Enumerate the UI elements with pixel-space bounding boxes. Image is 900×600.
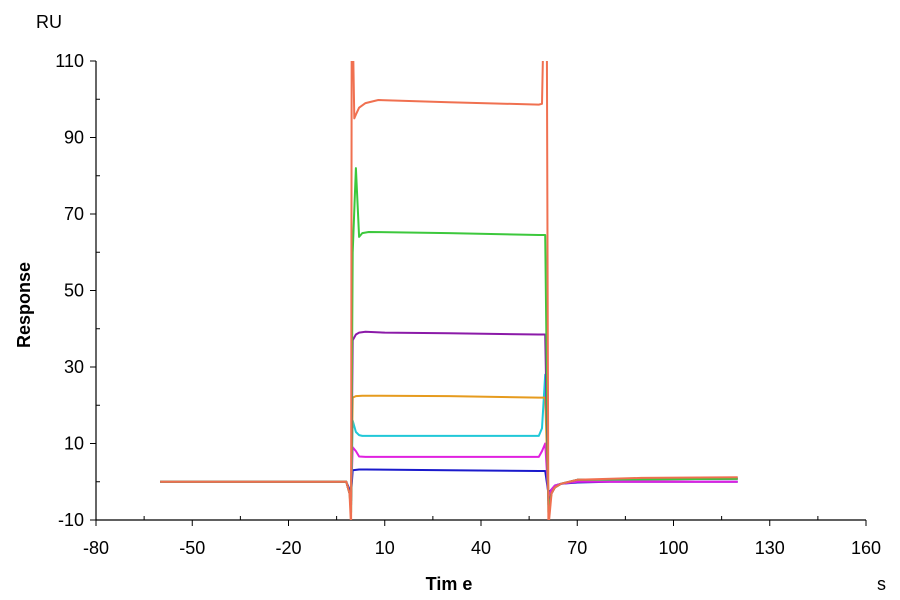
x-unit-label: s <box>877 574 886 594</box>
x-tick-label: 70 <box>567 538 587 558</box>
y-tick-label: 30 <box>64 357 84 377</box>
y-tick-label: 50 <box>64 281 84 301</box>
series-line-6 <box>160 167 738 514</box>
x-tick-label: 40 <box>471 538 491 558</box>
x-tick-label: -80 <box>83 538 109 558</box>
y-tick-label: 110 <box>55 51 84 71</box>
y-axis-title: Response <box>14 262 34 348</box>
x-tick-label: 130 <box>755 538 785 558</box>
tick-labels: -10 10 30 50 70 90 110 -80 -50 -20 10 40 70 100 130 160 <box>55 51 881 558</box>
series-line-7 <box>160 61 738 520</box>
y-tick-label: 90 <box>64 128 84 148</box>
x-tick-label: 10 <box>375 538 395 558</box>
y-tick-label: -10 <box>58 510 84 530</box>
y-tick-label: 10 <box>64 434 84 454</box>
y-tick-label: 70 <box>64 204 84 224</box>
x-tick-label: -20 <box>275 538 301 558</box>
x-axis-title: Tim e <box>426 574 473 594</box>
axes <box>90 60 867 526</box>
x-tick-label: 160 <box>851 538 881 558</box>
x-tick-label: -50 <box>179 538 205 558</box>
series-line-4 <box>160 394 738 502</box>
y-unit-label: RU <box>36 12 62 32</box>
x-tick-label: 100 <box>658 538 688 558</box>
series-layer <box>160 61 738 520</box>
